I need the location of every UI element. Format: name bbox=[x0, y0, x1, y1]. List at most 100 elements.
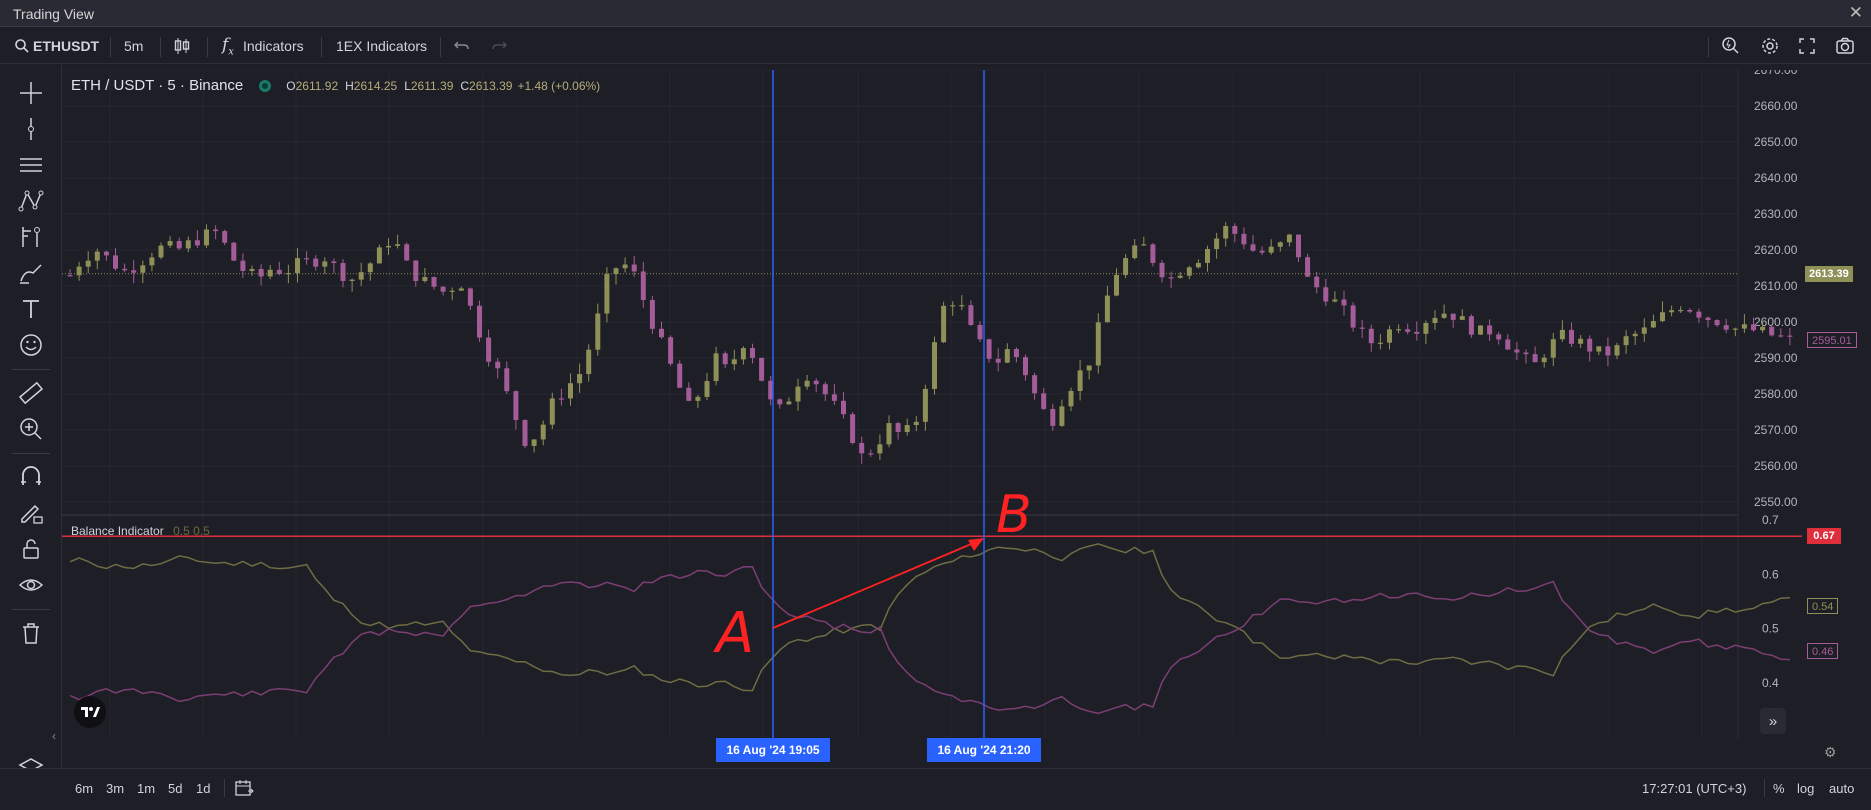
horizontal-lines-tool-icon[interactable] bbox=[17, 151, 45, 179]
range-3m[interactable]: 3m bbox=[106, 780, 125, 796]
interval-button[interactable]: 5m bbox=[124, 28, 143, 64]
text-tool-icon[interactable] bbox=[17, 295, 45, 323]
lock-drawing-pencil-icon[interactable] bbox=[17, 499, 45, 527]
candle-body bbox=[649, 300, 655, 329]
candle-body bbox=[1104, 295, 1110, 323]
candle-body bbox=[595, 313, 601, 350]
candle-body bbox=[376, 247, 382, 264]
crosshair-tool-icon[interactable] bbox=[17, 79, 45, 107]
candle-body bbox=[904, 425, 910, 432]
ex-indicators-button[interactable]: 1EX Indicators bbox=[336, 28, 427, 64]
axis-settings-gear-icon[interactable]: ⚙ bbox=[1824, 744, 1837, 760]
indicators-button[interactable]: fx Indicators bbox=[222, 28, 304, 64]
candle-body bbox=[822, 384, 828, 395]
trash-icon[interactable] bbox=[17, 619, 45, 647]
candle-body bbox=[1650, 321, 1656, 328]
legend-close-key: C bbox=[460, 78, 470, 93]
percent-toggle[interactable]: % bbox=[1773, 780, 1785, 796]
candle-body bbox=[276, 269, 282, 274]
tradingview-logo[interactable] bbox=[74, 696, 106, 728]
quick-search-button[interactable] bbox=[1721, 28, 1741, 64]
window-title: Trading View bbox=[13, 6, 94, 22]
annotation-arrow bbox=[772, 541, 977, 629]
candle-body bbox=[895, 423, 901, 432]
candle-body bbox=[1023, 357, 1028, 376]
chart-type-button[interactable] bbox=[173, 28, 191, 64]
candle-body bbox=[659, 328, 664, 338]
candle-body bbox=[677, 363, 683, 388]
candle-body bbox=[922, 388, 928, 422]
candle-body bbox=[1760, 326, 1766, 331]
range-1m[interactable]: 1m bbox=[137, 780, 156, 796]
price-tick-label: 2670.00 bbox=[1754, 70, 1798, 77]
candle-body bbox=[950, 305, 956, 307]
magnet-icon[interactable] bbox=[17, 463, 45, 491]
indicator-params: 0.5 0.5 bbox=[173, 524, 210, 538]
indicator-tick-label: 0.4 bbox=[1762, 676, 1779, 690]
undo-button[interactable] bbox=[453, 28, 471, 64]
brush-tool-icon[interactable] bbox=[17, 259, 45, 287]
undo-icon bbox=[454, 41, 469, 50]
candle-body bbox=[422, 277, 428, 282]
candle-body bbox=[713, 353, 719, 382]
candle-body bbox=[1714, 320, 1720, 326]
symbol-search-button[interactable]: ETHUSDT bbox=[14, 28, 99, 64]
zoom-in-icon[interactable] bbox=[17, 415, 45, 443]
auto-toggle[interactable]: auto bbox=[1829, 780, 1855, 796]
candle-body bbox=[440, 286, 446, 292]
pattern-tool-icon[interactable] bbox=[17, 187, 45, 215]
candle-body bbox=[486, 337, 492, 362]
candle-body bbox=[1095, 322, 1101, 366]
price-chart[interactable]: 2670.00 2660.00 2650.00 2640.00 2630.00 2620.… bbox=[62, 70, 1802, 738]
settings-button[interactable] bbox=[1760, 28, 1780, 64]
redo-button[interactable] bbox=[490, 28, 508, 64]
candle-body bbox=[1032, 375, 1038, 394]
scroll-to-realtime-button[interactable]: » bbox=[1760, 708, 1786, 734]
candle-body bbox=[149, 257, 155, 266]
candle-body bbox=[1532, 354, 1538, 363]
eye-icon[interactable] bbox=[17, 571, 45, 599]
candle-body bbox=[313, 258, 319, 267]
candle-body bbox=[413, 260, 419, 282]
trend-line-tool-icon[interactable] bbox=[17, 115, 45, 143]
ruler-tool-icon[interactable] bbox=[17, 379, 45, 407]
range-6m[interactable]: 6m bbox=[75, 780, 94, 796]
candle-body bbox=[194, 240, 200, 246]
legend-symbol[interactable]: ETH / USDT · 5 · Binance bbox=[71, 77, 244, 94]
close-icon[interactable]: ✕ bbox=[1848, 3, 1863, 22]
forecast-tool-icon[interactable] bbox=[17, 223, 45, 251]
candle-body bbox=[1041, 393, 1047, 409]
emoji-tool-icon[interactable] bbox=[17, 331, 45, 359]
candle-body bbox=[222, 231, 228, 243]
candle-body bbox=[1459, 316, 1465, 320]
indicator-line-up bbox=[69, 543, 1790, 692]
candle-body bbox=[367, 263, 373, 273]
gear-icon bbox=[1762, 38, 1778, 54]
candle-body bbox=[1523, 352, 1529, 355]
candle-body bbox=[1632, 333, 1638, 337]
candle-body bbox=[1696, 311, 1702, 318]
range-1d[interactable]: 1d bbox=[196, 780, 211, 796]
fullscreen-button[interactable] bbox=[1798, 28, 1816, 64]
candle-body bbox=[1268, 246, 1274, 253]
clock-timezone[interactable]: 17:27:01 (UTC+3) bbox=[1642, 780, 1747, 796]
screenshot-button[interactable] bbox=[1835, 28, 1855, 64]
range-5d[interactable]: 5d bbox=[168, 780, 183, 796]
candle-body bbox=[604, 274, 610, 314]
unlock-icon[interactable] bbox=[17, 535, 45, 563]
price-tick-label: 2610.00 bbox=[1754, 279, 1798, 293]
candle-body bbox=[813, 380, 819, 385]
candle-body bbox=[759, 357, 765, 381]
indicator-legend[interactable]: Balance Indicator 0.5 0.5 bbox=[71, 524, 210, 538]
price-tick-label: 2600.00 bbox=[1754, 315, 1798, 329]
candle-body bbox=[1505, 339, 1511, 350]
candle-body bbox=[386, 245, 391, 248]
candle-body bbox=[1177, 275, 1183, 278]
candle-body bbox=[267, 269, 273, 277]
candle-body bbox=[1496, 334, 1502, 340]
collapse-toolbar-icon[interactable]: ‹ bbox=[52, 729, 56, 743]
log-toggle[interactable]: log bbox=[1797, 780, 1815, 796]
bottom-bar: 6m 3m 1m 5d 1d 17:27:01 (UTC+3) % log au… bbox=[0, 768, 1871, 810]
goto-date-button[interactable] bbox=[234, 769, 254, 807]
candle-body bbox=[295, 258, 300, 274]
